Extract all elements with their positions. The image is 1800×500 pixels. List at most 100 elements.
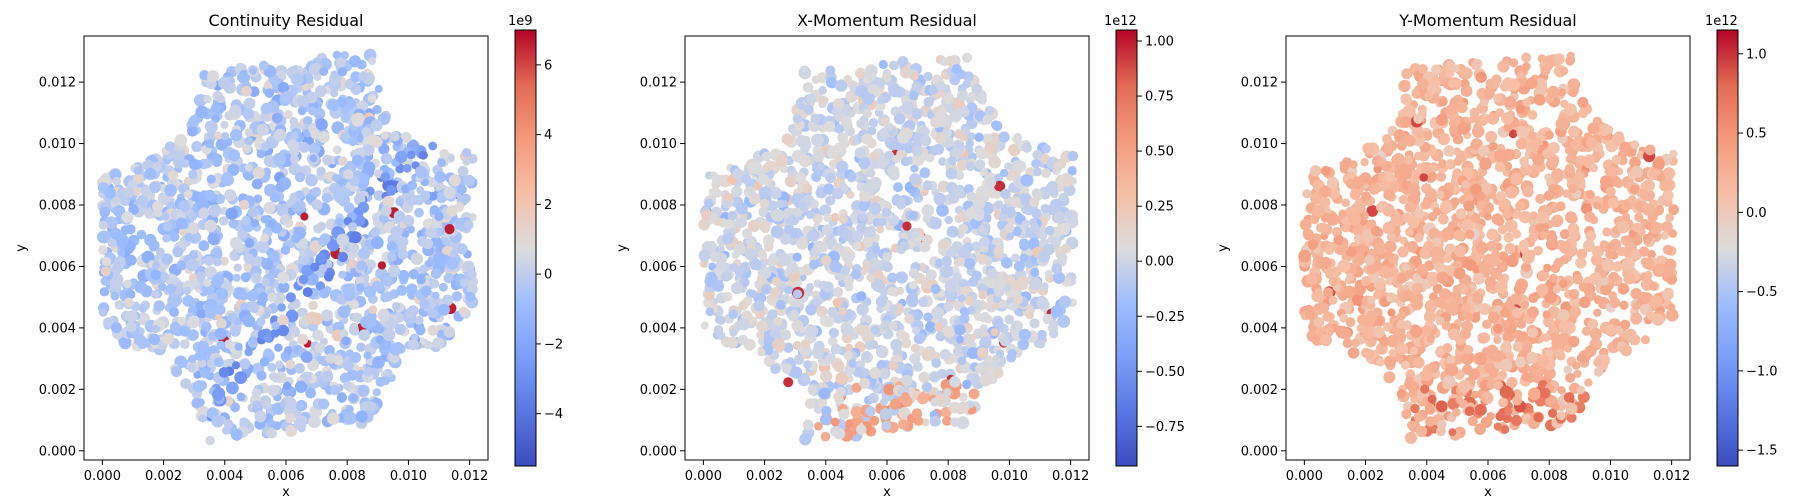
scatter-point xyxy=(729,328,738,337)
scatter-point xyxy=(443,272,454,284)
scatter-point xyxy=(389,343,402,356)
scatter-point xyxy=(967,333,977,342)
scatter-point xyxy=(917,333,927,342)
scatter-point xyxy=(280,214,290,224)
scatter-point xyxy=(262,400,272,410)
scatter-point xyxy=(400,132,412,144)
scatter-point xyxy=(1051,263,1063,274)
scatter-point xyxy=(1522,186,1534,198)
scatter-point xyxy=(1049,187,1059,197)
scatter-point xyxy=(285,359,296,370)
scatter-point xyxy=(840,265,851,276)
scatter-point xyxy=(792,252,802,262)
scatter-point xyxy=(950,417,960,428)
scatter-point xyxy=(876,225,885,234)
scatter-point xyxy=(757,173,769,185)
scatter-point xyxy=(985,176,997,188)
scatter-point xyxy=(887,286,897,297)
scatter-point xyxy=(800,372,810,382)
scatter-point xyxy=(879,129,888,138)
scatter-point xyxy=(874,269,884,279)
scatter-point xyxy=(197,359,207,368)
scatter-point xyxy=(372,105,382,115)
scatter-point xyxy=(861,133,873,145)
scatter-point xyxy=(321,192,332,204)
subplot-x-momentum: X-Momentum Residual 0.000 0.002 0.004 0.006… xyxy=(615,11,1185,500)
scatter-point xyxy=(944,279,958,293)
scatter-point xyxy=(911,408,923,419)
scatter-point xyxy=(869,202,882,215)
scatter-point xyxy=(1354,198,1366,210)
scatter-point xyxy=(931,358,941,369)
scatter-point xyxy=(929,415,941,427)
scatter-point xyxy=(773,316,783,326)
scatter-point xyxy=(878,59,888,70)
scatter-point xyxy=(744,248,757,261)
scatter-point xyxy=(830,417,840,427)
scatter-point xyxy=(378,310,390,322)
scatter-point xyxy=(422,238,434,250)
scatter-point xyxy=(427,324,439,336)
scatter-point xyxy=(1504,242,1516,254)
scatter-point xyxy=(812,347,824,360)
scatter-point xyxy=(388,265,401,278)
scatter-point xyxy=(308,62,322,76)
subplot-title: Continuity Residual xyxy=(209,11,364,30)
scatter-point xyxy=(117,237,129,249)
scatter-point xyxy=(434,171,447,183)
scatter-point xyxy=(923,71,933,82)
scatter-point xyxy=(390,225,403,239)
scatter-point xyxy=(862,182,873,192)
scatter-point xyxy=(947,156,957,166)
scatter-point xyxy=(1413,411,1425,423)
scatter-point xyxy=(986,365,995,375)
scatter-point xyxy=(856,324,868,336)
scatter-point xyxy=(308,415,321,428)
scatter-point xyxy=(735,202,748,215)
scatter-point xyxy=(334,190,348,204)
scatter-point xyxy=(868,118,879,128)
scatter-point xyxy=(172,147,186,160)
scatter-point xyxy=(390,131,400,142)
scatter-point xyxy=(963,257,976,270)
scatter-point xyxy=(799,433,812,446)
scatter-point xyxy=(210,247,223,261)
scatter-point xyxy=(781,133,794,145)
scatter-point xyxy=(1041,144,1051,154)
scatter-point xyxy=(799,138,812,151)
scatter-point xyxy=(340,51,349,60)
scatter-point xyxy=(230,129,243,142)
scatter-point xyxy=(258,60,269,71)
scatter-point xyxy=(256,123,270,136)
scatter-point xyxy=(909,227,920,238)
scatter-point xyxy=(1032,149,1043,160)
scatter-point xyxy=(136,229,147,240)
scatter-point xyxy=(937,368,948,379)
scatter-point xyxy=(172,246,184,258)
scatter-point xyxy=(356,342,366,352)
scatter-point xyxy=(230,428,243,441)
scatter-point xyxy=(829,260,842,273)
scatter-point xyxy=(176,260,187,271)
colorbar-tick-label: −0.75 xyxy=(1145,420,1185,435)
scatter-point xyxy=(1413,357,1425,369)
scatter-point xyxy=(1410,403,1420,414)
scatter-point xyxy=(1584,345,1597,358)
scatter-point xyxy=(219,256,229,266)
scatter-point xyxy=(169,307,180,318)
scatter-point xyxy=(798,66,812,80)
scatter-point xyxy=(729,263,739,272)
scatter-point xyxy=(865,406,876,417)
scatter-point xyxy=(207,232,220,245)
x-tick-label: 0.010 xyxy=(991,469,1028,484)
scatter-point xyxy=(418,150,428,160)
scatter-point xyxy=(171,365,183,378)
scatter-point xyxy=(226,381,239,395)
scatter-point xyxy=(211,274,225,287)
scatter-point xyxy=(352,312,363,323)
scatter-point xyxy=(1435,426,1446,437)
scatter-point xyxy=(726,336,739,349)
scatter-point xyxy=(212,157,222,168)
scatter-point xyxy=(263,201,276,214)
